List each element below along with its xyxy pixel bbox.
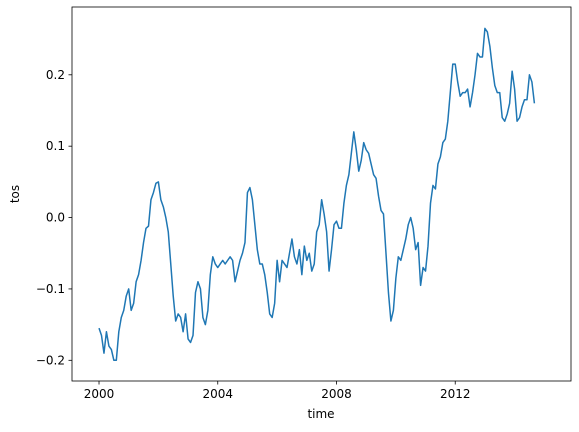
x-tick-label: 2012: [440, 387, 471, 401]
y-tick-label: −0.1: [36, 282, 65, 296]
y-tick-label: −0.2: [36, 353, 65, 367]
y-tick-label: 0.0: [46, 211, 65, 225]
x-tick-label: 2004: [202, 387, 233, 401]
plot-frame: [71, 6, 572, 382]
x-tick-label: 2000: [84, 387, 115, 401]
line: [98, 27, 536, 362]
y-tick-label: 0.1: [46, 139, 65, 153]
x-axis-label: time: [307, 407, 334, 421]
y-tick-label: 0.2: [46, 68, 65, 82]
y-axis-label: tos: [8, 185, 22, 203]
x-tick-label: 2008: [321, 387, 352, 401]
